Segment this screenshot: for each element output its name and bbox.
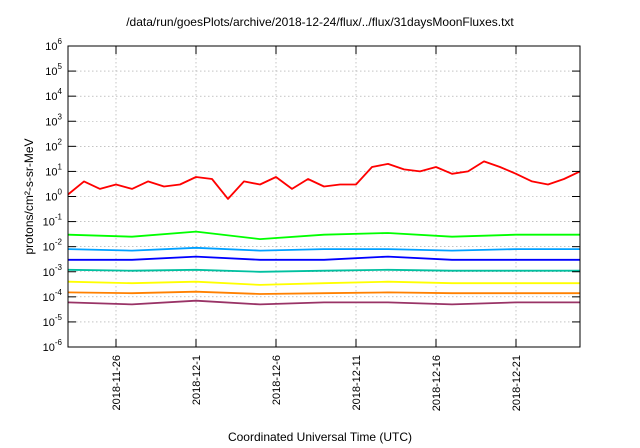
y-tick-label: 101 <box>45 162 62 178</box>
x-tick-label: 2018-11-26 <box>111 355 123 410</box>
y-tick-label: 10-2 <box>43 238 63 254</box>
series-line-6 <box>67 280 580 286</box>
y-tick-label: 105 <box>45 62 62 78</box>
series-line-4 <box>68 255 580 261</box>
series-line-8 <box>67 299 580 306</box>
y-tick-label: 10-1 <box>43 213 63 229</box>
x-axis-ticks: 2018-11-26 2018-12-1 2018-12-6 2018-12-11 20… <box>111 46 523 411</box>
y-axis-label: protons/cm²-s-sr-MeV <box>22 138 36 254</box>
x-tick-label: 2018-12-21 <box>511 355 523 411</box>
y-tick-label: 102 <box>45 137 62 153</box>
y-tick-label: 10-5 <box>43 313 63 329</box>
x-tick-label: 2018-12-6 <box>271 355 283 405</box>
y-tick-label: 106 <box>45 37 62 53</box>
y-tick-label: 100 <box>45 188 62 204</box>
y-tick-label: 10-4 <box>43 288 63 304</box>
y-tick-label: 10-3 <box>43 263 63 279</box>
y-tick-label: 10-6 <box>43 338 63 354</box>
x-tick-label: 2018-12-11 <box>351 355 363 410</box>
series-line-5 <box>67 268 580 273</box>
y-axis-ticks: 10-6 10-5 10-4 10-3 10-2 10-1 100 101 102 103 104 1… <box>43 37 580 354</box>
x-tick-label: 2018-12-16 <box>431 355 443 411</box>
series-layer <box>67 160 581 306</box>
y-tick-label: 103 <box>45 112 62 128</box>
series-line-7 <box>67 290 580 295</box>
grid <box>68 46 580 347</box>
y-tick-label: 104 <box>45 87 62 103</box>
series-line-2 <box>67 230 580 241</box>
x-tick-label: 2018-12-1 <box>191 355 203 405</box>
series-line-1 <box>67 160 581 200</box>
series-line-3 <box>67 246 580 252</box>
chart-title: /data/run/goesPlots/archive/2018-12-24/f… <box>126 15 514 29</box>
x-axis-label: Coordinated Universal Time (UTC) <box>228 430 412 444</box>
